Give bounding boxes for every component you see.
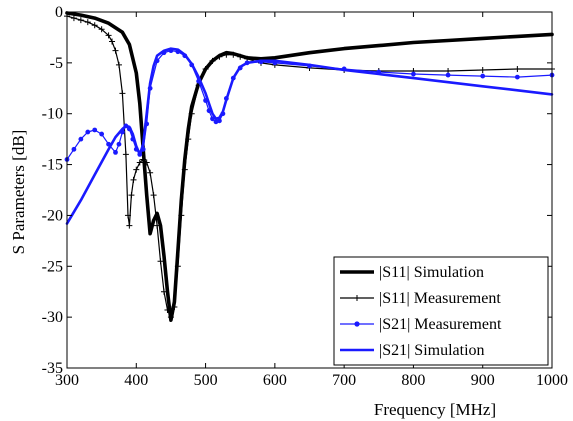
data-point-dot [78, 136, 84, 142]
data-point-plus [150, 192, 157, 199]
data-point-dot [514, 74, 520, 80]
data-point-plus [479, 66, 486, 73]
data-point-plus [161, 288, 167, 295]
x-tick-label: 300 [55, 372, 79, 389]
data-point-plus [109, 38, 116, 45]
data-point-plus [514, 65, 521, 72]
x-tick-label: 700 [332, 372, 356, 389]
y-axis-label: S Parameters [dB] [9, 130, 28, 255]
data-point-plus [154, 222, 161, 229]
y-tick-label: -30 [42, 309, 63, 326]
data-point-plus [171, 303, 178, 310]
data-point-dot [116, 141, 122, 147]
x-tick-label: 1000 [536, 372, 568, 389]
data-point-dot [480, 73, 486, 79]
data-point-plus [128, 192, 135, 199]
data-point-dot [71, 146, 77, 152]
data-point-plus [178, 212, 185, 219]
data-point-plus [202, 65, 209, 72]
data-point-dot [92, 127, 98, 133]
data-point-plus [112, 47, 119, 54]
data-point-dot [99, 131, 105, 137]
data-point-plus [70, 15, 77, 22]
data-point-plus [122, 151, 129, 158]
legend-entry: |S21| Measurement [379, 316, 502, 333]
y-tick-label: -15 [42, 157, 63, 174]
data-point-plus [237, 53, 244, 60]
data-point-plus [230, 51, 237, 58]
y-tick-label: -25 [42, 258, 63, 275]
plot-frame [66, 11, 553, 369]
legend-entry: |S11| Measurement [379, 290, 501, 307]
data-point-plus [140, 156, 147, 163]
data-point-plus [181, 166, 188, 173]
y-tick-label: -35 [42, 360, 63, 377]
y-tick-label: -10 [42, 106, 63, 123]
data-point-plus [119, 90, 126, 97]
data-point-dot [85, 129, 91, 135]
legend-marker-dot [354, 321, 360, 327]
data-point-plus [164, 307, 171, 314]
legend-marker-plus [354, 295, 360, 301]
y-tick-label: -20 [42, 207, 63, 224]
data-point-plus [84, 19, 91, 26]
data-point-plus [185, 136, 192, 143]
data-point-plus [147, 169, 154, 176]
data-point-plus [98, 26, 105, 33]
data-point-plus [130, 176, 137, 183]
data-point-plus [209, 57, 216, 64]
data-point-plus [77, 17, 84, 24]
legend-box [333, 256, 549, 366]
data-point-plus [105, 32, 112, 39]
legend-entry: |S11| Simulation [379, 264, 484, 281]
legend-entry: |S21| Simulation [379, 342, 485, 359]
x-tick-label: 900 [471, 372, 495, 389]
data-point-plus [167, 314, 174, 321]
data-point-plus [115, 61, 122, 68]
data-point-plus [174, 263, 181, 270]
series-line-3 [65, 47, 554, 225]
x-tick-label: 500 [194, 372, 218, 389]
data-point-plus [124, 212, 131, 219]
y-tick-label: -5 [50, 55, 63, 72]
data-point-plus [157, 258, 164, 265]
series-line-0 [65, 11, 554, 323]
data-point-plus [133, 166, 140, 173]
data-point-plus [91, 22, 98, 29]
data-point-dot [445, 72, 451, 78]
data-point-plus [126, 222, 133, 229]
data-point-dot [411, 71, 416, 77]
data-point-dot [217, 118, 222, 124]
x-axis-label: Frequency [MHz] [374, 400, 496, 419]
data-point-plus [223, 51, 230, 58]
data-point-plus [216, 53, 223, 60]
y-tick-label: 0 [55, 4, 63, 21]
data-point-dot [113, 149, 118, 155]
x-tick-label: 600 [263, 372, 287, 389]
data-point-plus [143, 159, 150, 166]
x-tick-label: 800 [401, 372, 425, 389]
data-point-plus [136, 159, 143, 166]
x-tick-label: 400 [124, 372, 148, 389]
data-point-plus [188, 110, 195, 117]
